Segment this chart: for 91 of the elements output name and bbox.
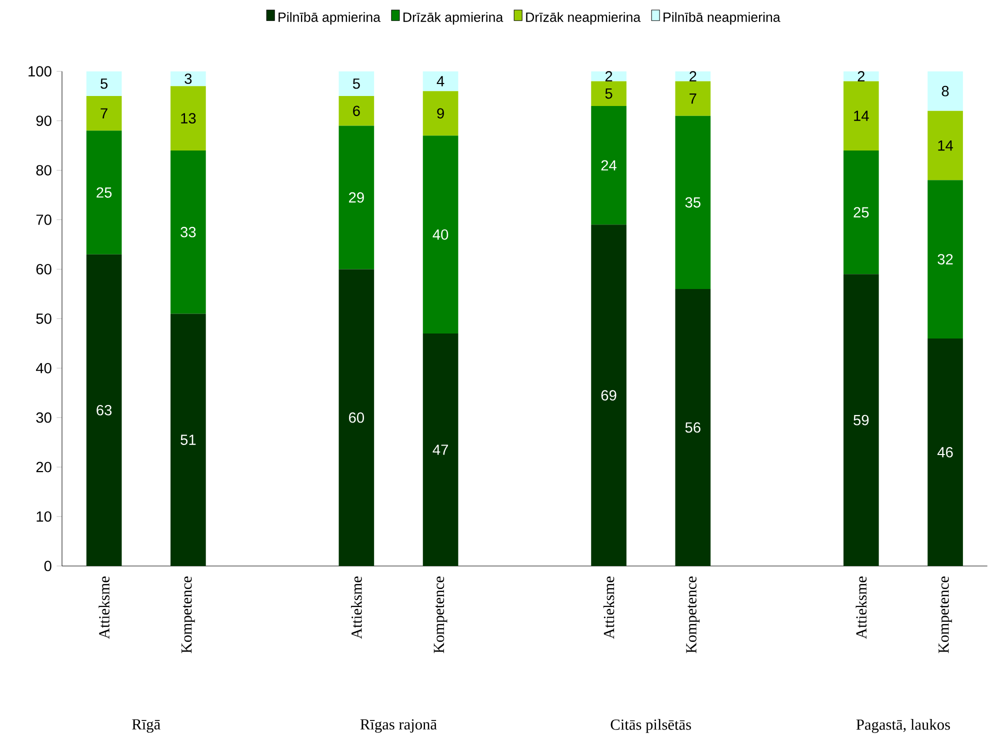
bar: [338, 96, 374, 126]
data-label: 6: [353, 106, 360, 116]
x-tick-label: Kompetence: [434, 576, 448, 654]
legend-label: Pilnībā neapmierina: [664, 12, 780, 25]
data-label: 2: [605, 71, 612, 82]
bar: [338, 269, 374, 566]
bar: [170, 314, 206, 566]
bar: [170, 86, 206, 150]
data-label: 40: [432, 229, 448, 240]
bar: [422, 91, 458, 136]
data-label: 51: [180, 434, 196, 445]
bar: [675, 288, 711, 566]
x-tick-label: Attieksme: [98, 576, 110, 639]
bar: [170, 150, 206, 314]
data-label: 5: [352, 78, 360, 89]
data-label: 13: [181, 113, 196, 124]
x-tick-label: Kompetence: [686, 576, 700, 654]
data-label: 47: [432, 444, 448, 455]
text: Citās pilsētās: [610, 719, 691, 733]
x-tick-label: Attieksme: [351, 576, 362, 639]
data-label: 25: [96, 187, 112, 198]
data-label: 60: [349, 412, 364, 423]
bar: [843, 274, 879, 566]
bar: [591, 71, 626, 82]
bar: [928, 338, 963, 566]
data-label: 3: [184, 74, 192, 84]
bar: [338, 126, 374, 270]
bar: [86, 71, 122, 96]
bar: [928, 110, 963, 180]
y-tick-label: 10: [36, 511, 52, 522]
data-label: 2: [858, 71, 864, 82]
bar: [843, 81, 879, 150]
data-label: 24: [601, 160, 617, 170]
data-label: 8: [942, 86, 949, 96]
data-label: 7: [100, 108, 108, 118]
bar: [928, 71, 963, 111]
x-tick-label: Kompetence: [938, 576, 952, 654]
bar: [675, 71, 711, 82]
bar: [86, 130, 122, 254]
bar: [843, 150, 879, 274]
data-label: 59: [854, 414, 869, 426]
data-label: 2: [690, 71, 696, 82]
bar: [422, 71, 458, 92]
y-tick-label: 100: [28, 66, 52, 77]
bar: [591, 81, 626, 106]
bar: [675, 81, 711, 116]
y-tick-label: 60: [36, 264, 52, 274]
y-tick-label: 90: [36, 116, 52, 126]
y-tick-label: 30: [36, 412, 52, 423]
bar: [591, 224, 626, 566]
data-label: 25: [854, 207, 869, 218]
legend-label: Drīzāk neapmierina: [526, 12, 641, 25]
data-label: 29: [349, 192, 364, 203]
y-tick-label: 40: [36, 362, 52, 374]
bar: [843, 71, 879, 82]
data-label: 9: [437, 108, 444, 119]
bar: [170, 71, 206, 86]
data-label: 4: [436, 76, 444, 86]
text: Rīgas rajonā: [360, 719, 437, 733]
text: Rīgā: [132, 719, 160, 733]
x-tick-label: Attieksme: [603, 576, 614, 639]
y-tick-label: 0: [44, 560, 52, 572]
data-label: 33: [180, 226, 196, 238]
data-label: 63: [96, 404, 112, 416]
data-label: 46: [937, 447, 953, 458]
bar: [591, 106, 626, 225]
x-tick-label: Attieksme: [856, 576, 867, 639]
bar: [86, 254, 122, 566]
y-tick-label: 70: [36, 214, 52, 225]
data-label: 7: [690, 93, 696, 104]
bar: [338, 71, 374, 96]
y-tick-label: 80: [36, 165, 52, 176]
bar: [422, 136, 458, 334]
data-label: 5: [605, 88, 612, 99]
data-label: 5: [100, 78, 108, 89]
bar: [928, 180, 963, 338]
data-label: 69: [601, 390, 616, 401]
y-tick-label: 50: [36, 313, 52, 324]
bar: [422, 333, 458, 566]
data-label: 56: [685, 422, 700, 433]
data-label: 14: [854, 110, 869, 121]
data-label: 32: [938, 254, 953, 264]
legend-label: Drīzāk apmierina: [403, 12, 504, 25]
bar: [86, 96, 122, 131]
data-label: 35: [685, 197, 700, 208]
data-label: 14: [938, 140, 953, 151]
text: Pagastā, laukos: [856, 719, 950, 733]
legend-label: Pilnībā apmierina: [278, 12, 381, 25]
y-tick-label: 20: [36, 462, 52, 472]
x-tick-label: Kompetence: [182, 576, 195, 654]
bar: [675, 116, 711, 289]
